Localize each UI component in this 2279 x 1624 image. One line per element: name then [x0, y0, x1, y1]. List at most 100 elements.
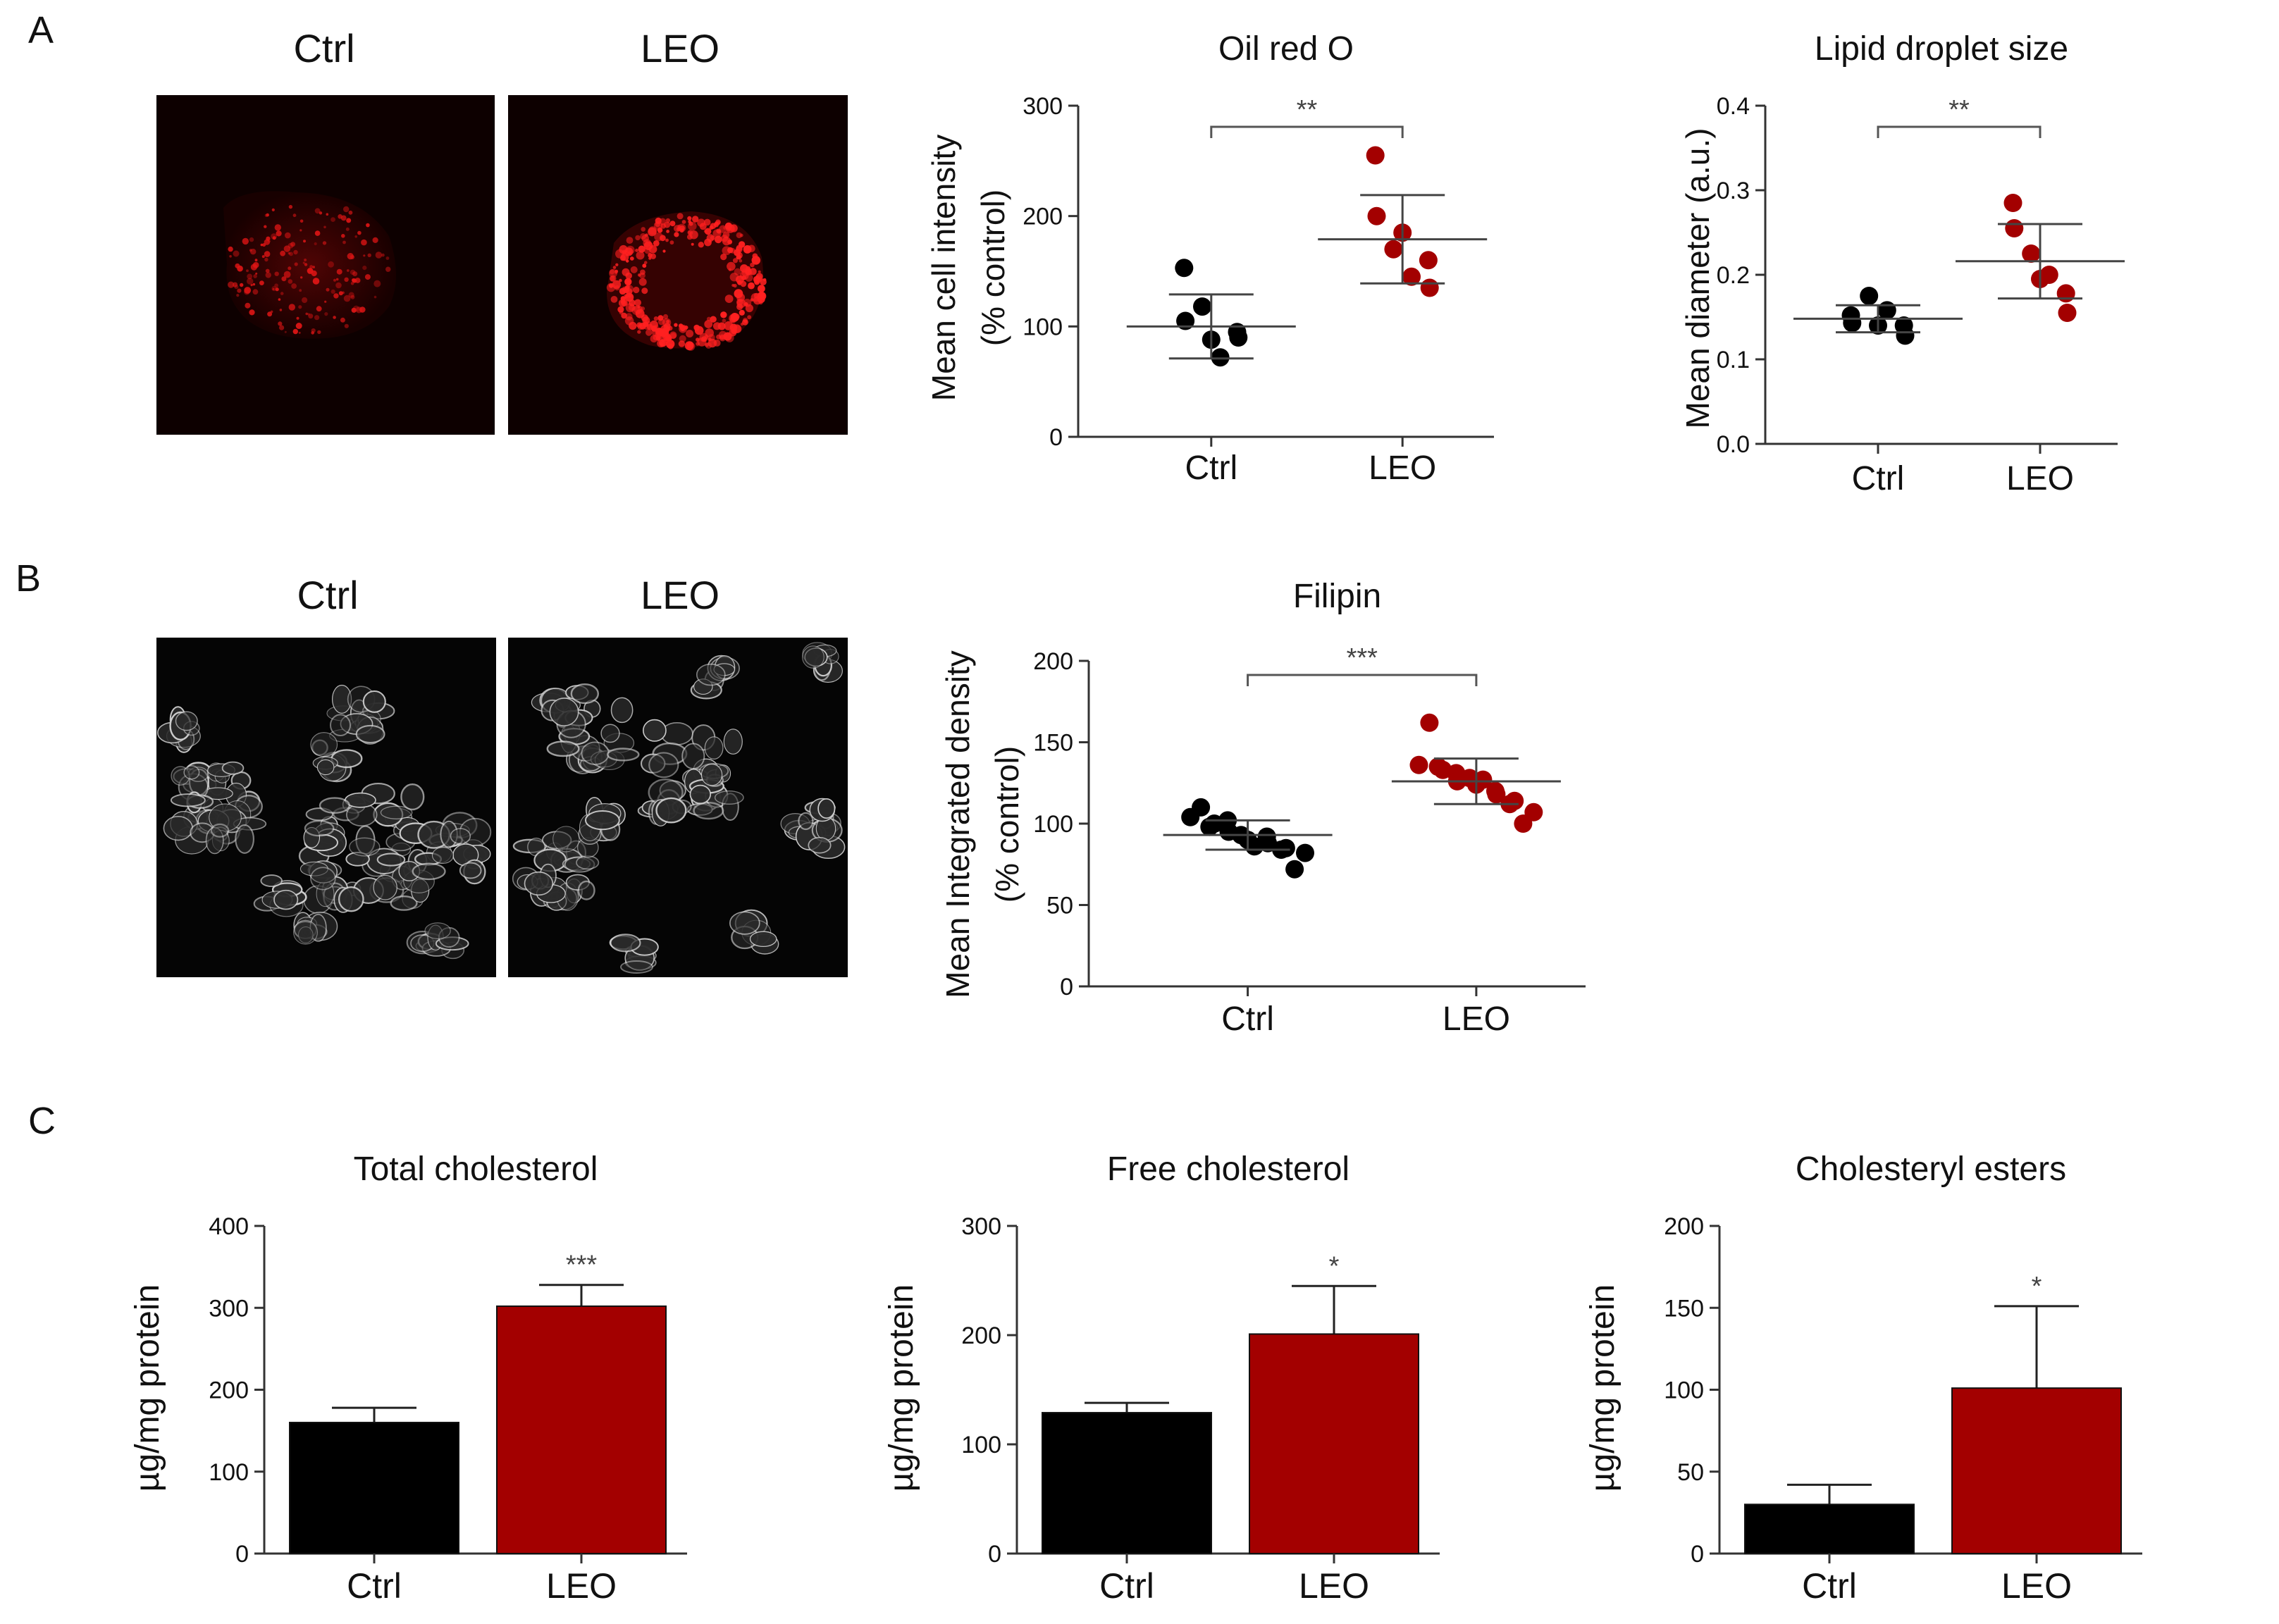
lipid-droplet — [275, 287, 279, 292]
lipid-droplet — [677, 213, 684, 220]
lipid-droplet — [657, 339, 665, 348]
lipid-droplet — [686, 234, 693, 240]
cell — [802, 645, 824, 669]
lipid-droplet — [242, 237, 249, 245]
cell — [170, 793, 206, 807]
oil-red-o-point-leo — [1420, 278, 1439, 297]
lipid-droplet — [292, 213, 297, 218]
lipid-droplet — [619, 278, 622, 283]
lipid-droplet — [266, 236, 271, 241]
filipin-image-ctrl — [156, 638, 496, 977]
lipid-droplet — [664, 221, 671, 228]
oil-red-o-ytick-label: 200 — [1023, 204, 1063, 230]
lipid-droplet — [666, 230, 669, 233]
lipid-droplet — [261, 255, 265, 259]
lipid-droplet — [274, 283, 278, 288]
lipid-droplet — [650, 335, 658, 343]
lipid-droplet — [665, 218, 671, 223]
lipid-droplet — [731, 328, 737, 335]
lipid-droplet — [250, 249, 257, 255]
cholesteryl-esters-ytick-label: 150 — [1664, 1295, 1704, 1322]
lipid-droplet — [638, 278, 647, 286]
lipid-droplet — [701, 336, 707, 342]
lipid-droplet — [304, 259, 307, 261]
lipid-droplet — [284, 330, 287, 333]
filipin-significance-bracket: *** — [1247, 643, 1478, 686]
lipid-droplet — [681, 220, 686, 224]
oil-red-o-category-label: Ctrl — [1185, 450, 1237, 487]
lipid-droplet-size-point-ctrl — [1896, 326, 1915, 345]
lipid-droplet — [246, 269, 249, 273]
lipid-droplet — [265, 272, 271, 278]
lipid-droplet-size-point-leo — [2058, 304, 2077, 322]
lipid-droplet — [729, 247, 736, 254]
lipid-droplet — [314, 278, 317, 280]
lipid-droplet-size-category-label: Ctrl — [1852, 460, 1905, 497]
filipin-leo-svg — [512, 642, 846, 974]
filipin-image-leo — [508, 638, 848, 977]
filipin-ytick-label: 50 — [1046, 893, 1073, 919]
lipid-droplet-size-point-leo — [2039, 266, 2058, 284]
lipid-droplet — [302, 297, 308, 304]
lipid-droplet — [758, 270, 761, 273]
lipid-droplet — [267, 311, 273, 317]
lipid-droplet-size-point-ctrl — [1843, 314, 1862, 333]
cell — [400, 783, 425, 811]
lipid-droplet — [758, 285, 765, 293]
filipin-significance-label: *** — [1347, 643, 1378, 673]
lipid-droplet — [336, 268, 342, 275]
lipid-droplet — [288, 279, 293, 284]
lipid-droplet — [333, 278, 336, 282]
lipid-droplet — [290, 242, 295, 247]
lipid-droplet — [686, 345, 692, 351]
lipid-droplet — [264, 225, 267, 228]
lipid-droplet — [271, 233, 277, 240]
cell — [412, 862, 446, 881]
filipin-point-ctrl — [1285, 860, 1304, 879]
lipid-droplet — [278, 298, 281, 301]
oil-red-o-leo-svg — [606, 211, 767, 351]
lipid-droplet — [716, 221, 721, 225]
total-cholesterol-category-label: Ctrl — [347, 1566, 402, 1606]
lipid-droplet — [266, 213, 269, 217]
cell — [577, 880, 595, 900]
lipid-droplet — [348, 292, 354, 298]
lipid-droplet — [693, 325, 698, 329]
cell — [808, 836, 832, 854]
lipid-droplet — [710, 316, 717, 323]
lipid-droplet — [244, 287, 252, 294]
lipid-droplet — [724, 295, 734, 303]
lipid-droplet — [366, 223, 370, 228]
cholesteryl-esters-category-label: LEO — [2001, 1566, 2072, 1606]
lipid-droplet — [264, 213, 268, 218]
lipid-droplet — [316, 306, 322, 312]
lipid-droplet — [621, 312, 627, 319]
cell — [319, 797, 350, 814]
lipid-droplet — [317, 330, 321, 335]
lipid-droplet — [350, 281, 354, 285]
cell — [570, 683, 600, 705]
filipin-ytick-label: 100 — [1033, 811, 1073, 838]
lipid-droplet — [648, 227, 657, 237]
filipin-point-ctrl — [1181, 807, 1200, 826]
lipid-droplet — [667, 343, 674, 349]
lipid-droplet — [626, 237, 634, 244]
lipid-droplet — [279, 325, 285, 330]
total-cholesterol-bar-leo — [496, 1305, 667, 1555]
lipid-droplet — [245, 302, 251, 309]
lipid-droplet — [331, 289, 335, 294]
oil-red-o-image-ctrl — [156, 95, 495, 435]
free-cholesterol-ytick-label: 300 — [961, 1213, 1001, 1240]
lipid-droplet — [641, 287, 648, 295]
lipid-droplet — [665, 340, 669, 344]
lipid-droplet — [249, 237, 254, 242]
lipid-droplet — [706, 234, 715, 242]
lipid-droplet — [748, 282, 755, 290]
lipid-droplet — [328, 261, 334, 268]
lipid-droplet — [326, 287, 330, 292]
filipin-ytick-label: 200 — [1033, 648, 1073, 675]
lipid-droplet — [288, 252, 291, 255]
cell — [373, 874, 397, 900]
filipin-point-leo — [1474, 770, 1493, 789]
filipin-ylabel: (% control) — [989, 746, 1025, 903]
